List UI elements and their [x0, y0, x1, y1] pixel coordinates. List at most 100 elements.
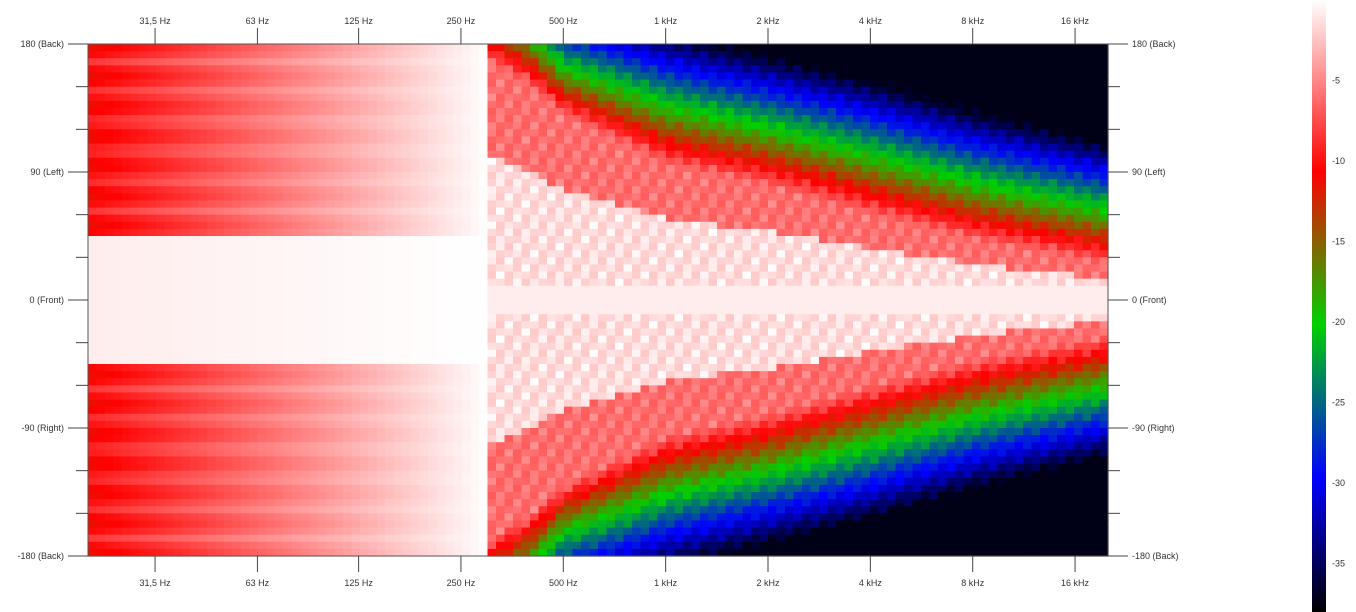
heatmap-cell: [453, 413, 463, 422]
heatmap-cell: [419, 243, 429, 251]
heatmap-cell: [317, 271, 327, 280]
heatmap-cell: [487, 321, 497, 330]
heatmap-cell: [266, 264, 276, 273]
heatmap-cell: [351, 513, 361, 522]
heatmap-cell: [657, 300, 667, 308]
heatmap-cell: [479, 335, 489, 344]
heatmap-cell: [657, 506, 667, 514]
heatmap-cell: [445, 150, 455, 159]
heatmap-cell: [462, 307, 472, 315]
heatmap-cell: [496, 72, 506, 81]
heatmap-cell: [258, 307, 268, 315]
heatmap-cell: [241, 58, 251, 66]
heatmap-cell: [623, 285, 633, 294]
heatmap-cell: [555, 292, 565, 301]
heatmap-cell: [598, 51, 608, 59]
heatmap-cell: [300, 328, 310, 337]
heatmap-cell: [632, 463, 642, 472]
heatmap-cell: [436, 186, 446, 194]
heatmap-cell: [394, 214, 404, 223]
heatmap-cell: [113, 321, 123, 330]
heatmap-cell: [666, 349, 676, 358]
heatmap-cell: [487, 100, 497, 109]
heatmap-cell: [360, 527, 370, 536]
heatmap-cell: [351, 221, 361, 230]
heatmap-cell: [445, 328, 455, 337]
heatmap-cell: [207, 385, 217, 394]
heatmap-cell: [113, 136, 123, 145]
heatmap-cell: [513, 228, 523, 237]
heatmap-cell: [360, 264, 370, 273]
heatmap-cell: [275, 150, 285, 159]
heatmap-cell: [521, 193, 531, 202]
heatmap-cell: [156, 257, 166, 266]
heatmap-cell: [181, 534, 191, 543]
heatmap-cell: [292, 243, 302, 251]
heatmap-cell: [564, 477, 574, 486]
heatmap-cell: [258, 385, 268, 394]
heatmap-cell: [181, 292, 191, 301]
heatmap-cell: [181, 506, 191, 514]
heatmap-cell: [139, 492, 149, 500]
heatmap-cell: [411, 257, 421, 266]
heatmap-cell: [232, 484, 242, 493]
heatmap-cell: [530, 221, 540, 230]
heatmap-cell: [377, 399, 387, 408]
heatmap-cell: [173, 321, 183, 330]
heatmap-cell: [470, 520, 480, 529]
heatmap-cell: [581, 115, 591, 123]
heatmap-cell: [547, 364, 557, 372]
heatmap-cell: [283, 364, 293, 372]
heatmap-cell: [394, 392, 404, 401]
heatmap-cell: [453, 221, 463, 230]
heatmap-cell: [368, 51, 378, 59]
heatmap-cell: [292, 278, 302, 287]
heatmap-cell: [632, 129, 642, 138]
heatmap-cell: [445, 243, 455, 251]
heatmap-cell: [598, 271, 608, 280]
heatmap-cell: [360, 228, 370, 237]
heatmap-cell: [105, 307, 115, 315]
heatmap-cell: [249, 456, 259, 465]
heatmap-cell: [368, 136, 378, 145]
heatmap-cell: [130, 264, 140, 273]
heatmap-cell: [309, 150, 319, 159]
heatmap-cell: [632, 143, 642, 152]
heatmap-cell: [504, 257, 514, 266]
heatmap-cell: [649, 349, 659, 358]
heatmap-cell: [496, 399, 506, 408]
heatmap-cell: [462, 463, 472, 472]
heatmap-cell: [198, 200, 208, 209]
heatmap-cell: [555, 122, 565, 130]
heatmap-cell: [292, 314, 302, 322]
heatmap-cell: [215, 193, 225, 202]
heatmap-cell: [589, 136, 599, 145]
heatmap-cell: [564, 257, 574, 266]
heatmap-cell: [292, 463, 302, 472]
heatmap-cell: [334, 349, 344, 358]
heatmap-cell: [470, 243, 480, 251]
heatmap-cell: [360, 413, 370, 422]
heatmap-cell: [615, 385, 625, 394]
heatmap-cell: [351, 442, 361, 450]
heatmap-cell: [368, 356, 378, 365]
heatmap-cell: [96, 335, 106, 344]
heatmap-cell: [283, 449, 293, 458]
heatmap-cell: [555, 385, 565, 394]
heatmap-cell: [453, 115, 463, 123]
heatmap-cell: [334, 264, 344, 273]
heatmap-cell: [411, 164, 421, 173]
heatmap-cell: [615, 307, 625, 315]
heatmap-cell: [479, 193, 489, 202]
heatmap-cell: [513, 150, 523, 159]
heatmap-cell: [113, 406, 123, 415]
heatmap-cell: [224, 548, 234, 557]
heatmap-cell: [130, 257, 140, 266]
heatmap-cell: [402, 285, 412, 294]
heatmap-cell: [343, 136, 353, 145]
heatmap-cell: [496, 435, 506, 443]
heatmap-cell: [428, 93, 438, 102]
heatmap-cell: [283, 157, 293, 166]
heatmap-cell: [292, 108, 302, 116]
heatmap-cell: [88, 364, 98, 372]
